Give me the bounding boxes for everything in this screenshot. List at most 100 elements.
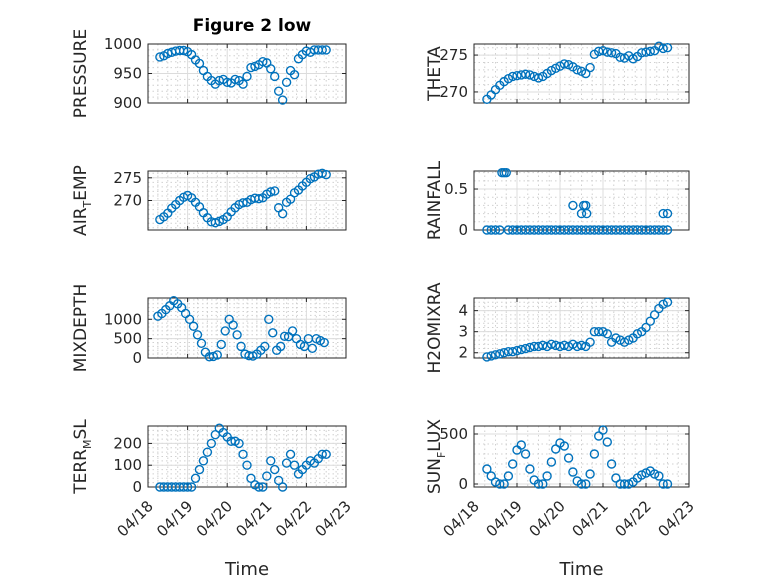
panel-0: 900 950 1000 PRESSURE [71,29,347,118]
data-point [258,482,268,492]
x-tick-label: 04/21 [232,497,275,540]
axes-box [473,425,690,488]
data-point [216,339,226,350]
data-point [266,187,276,197]
data-point [262,471,272,481]
data-point [654,471,664,481]
data-point [525,464,535,474]
data-point [611,473,621,483]
data-point [585,469,595,479]
data-point [563,453,574,463]
data-point [602,47,612,57]
data-point [277,95,288,105]
data-point [594,326,604,337]
data-point [486,351,496,361]
y-tick-label: 1000 [104,310,142,328]
ylabel-4: MIXDEPTH [71,284,91,373]
data-point [512,345,522,356]
data-point [576,208,587,219]
data-point [641,468,651,478]
y-tick-label: 3 [458,323,468,341]
ylabel-0: PRESSURE [71,29,91,118]
y-tick-label: 2 [458,344,468,362]
data-point [230,74,240,85]
data-point [495,349,505,359]
data-point [194,58,205,69]
data-point [516,440,526,450]
data-point [234,438,244,449]
data-point [559,340,569,351]
data-point [254,193,264,204]
data-point [212,350,223,360]
y-tick-label: 100 [113,456,142,474]
data-point [238,79,248,89]
data-point [192,330,203,340]
data-point [520,69,531,79]
data-point [321,169,331,180]
data-point [238,449,248,460]
data-point [503,346,514,357]
data-point [559,441,569,451]
data-point [222,77,232,88]
data-point [490,350,501,360]
data-point [572,65,582,75]
data-point [641,47,651,57]
data-point [585,62,595,73]
x-tick-label: 04/22 [612,497,655,540]
axes-box [473,43,690,104]
data-point [268,328,278,338]
data-point [619,479,630,489]
data-point [508,71,518,82]
data-point [641,322,651,333]
ylabel-3: RAINFALL [425,160,445,240]
data-point [503,471,514,481]
data-point [273,475,284,486]
data-point [615,52,625,62]
data-point [525,70,535,80]
x-axis-label: Time [224,559,269,580]
data-point [285,449,296,460]
data-point [270,71,280,82]
data-point [662,42,673,53]
data-point [637,470,647,480]
data-point [568,467,578,477]
data-point [559,59,569,69]
data-point [317,168,327,178]
data-point [533,73,544,83]
data-point [525,342,535,353]
data-point [645,316,655,326]
data-point [490,225,501,235]
ylabel-2: AIRTEMP [71,165,94,236]
data-point [260,341,270,352]
data-point [319,337,329,348]
data-point [658,208,668,219]
data-point [220,326,230,336]
axes-box [147,425,347,488]
data-point [321,449,331,460]
data-point [581,208,592,219]
data-point [273,86,284,96]
data-point [232,330,242,340]
data-point [662,297,673,307]
data-point [264,314,274,324]
y-tick-label: 200 [113,434,142,452]
data-point [602,437,612,447]
data-point [270,186,280,196]
data-point [186,482,197,492]
data-point [585,337,595,347]
x-tick-label: 04/23 [655,497,698,540]
data-point [606,48,617,58]
data-point [194,464,205,475]
x-tick-label: 04/19 [483,497,526,540]
data-point [246,62,256,73]
panel-6: 0 100 200 TERRMSL 04/1804/1904/2004/2104/220… [71,419,355,580]
data-point [184,314,195,324]
data-point [490,477,501,487]
data-point [242,460,252,470]
data-point [266,456,276,466]
data-point [576,340,587,351]
data-point [501,167,511,178]
data-point [542,471,552,481]
